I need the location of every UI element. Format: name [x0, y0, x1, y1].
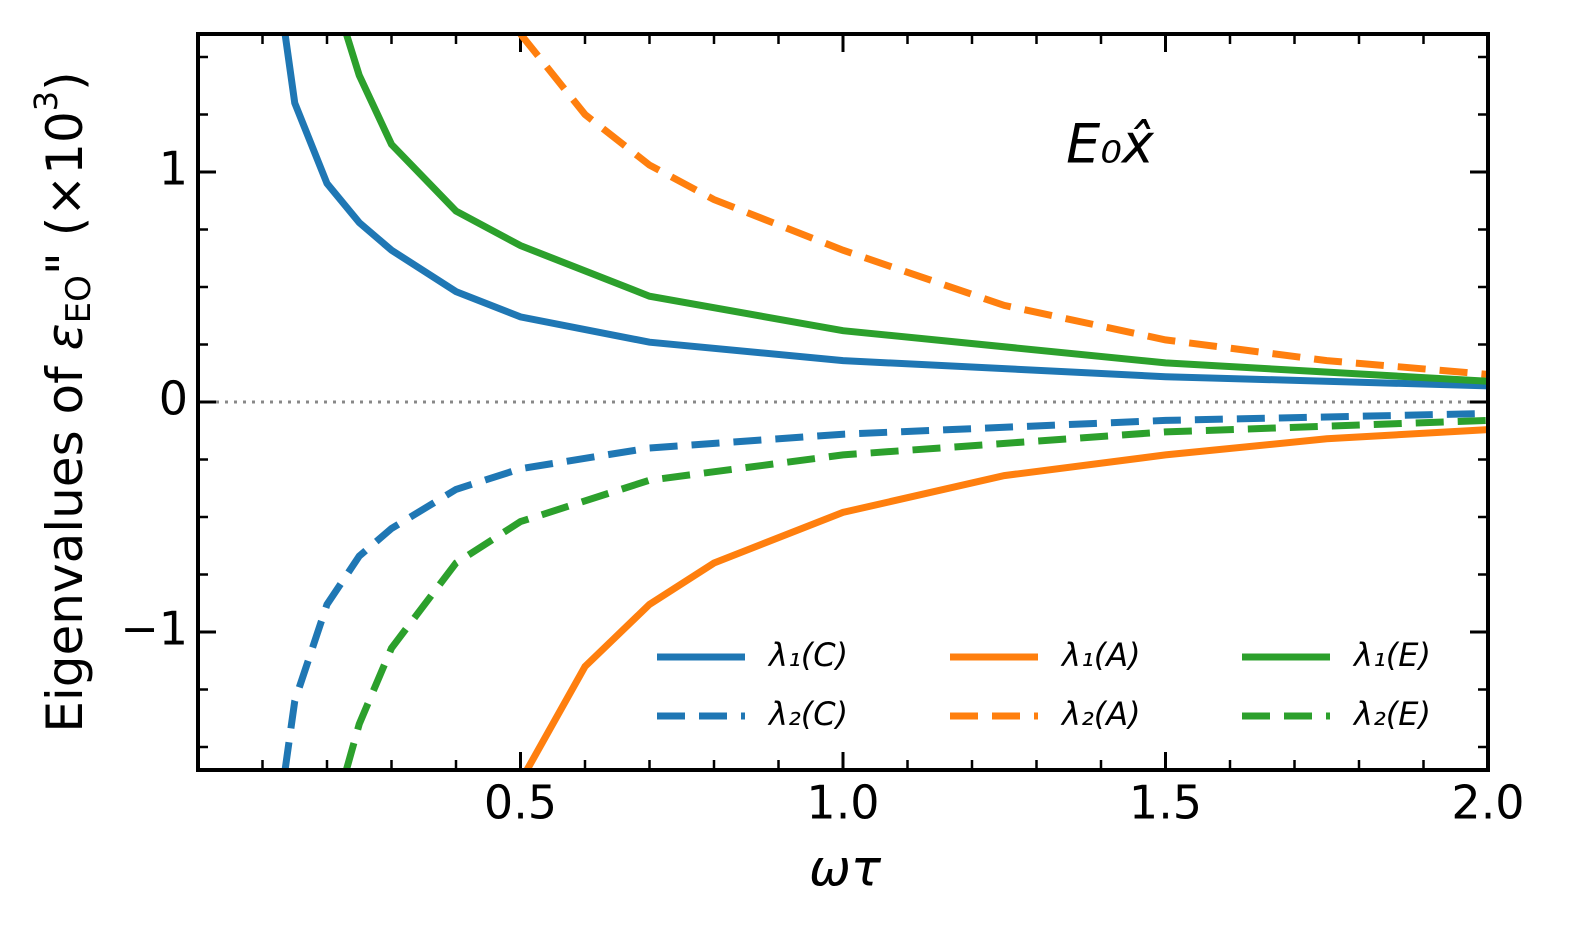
- x-tick-label: 1.5: [1129, 776, 1202, 830]
- legend-label: λ₁(C): [767, 636, 848, 674]
- y-tick-label: 1: [159, 142, 188, 196]
- x-axis-label: ωτ: [809, 840, 882, 898]
- y-tick-label: −1: [120, 602, 188, 656]
- plot-area: [281, 34, 1488, 770]
- legend-label: λ₁(A): [1060, 636, 1141, 674]
- y-label-part: ε: [36, 323, 94, 350]
- y-tick-label: 0: [159, 372, 188, 426]
- y-label-part: 3: [27, 91, 65, 111]
- legend-label: λ₂(C): [767, 695, 848, 733]
- series-line: [342, 416, 1488, 770]
- series-line: [523, 426, 1488, 770]
- x-tick-label: 0.5: [484, 776, 557, 830]
- legend-label: λ₁(E): [1352, 636, 1431, 674]
- legend-label: λ₂(E): [1352, 695, 1431, 733]
- x-tick-label: 2.0: [1451, 776, 1524, 830]
- series-line: [281, 34, 1488, 390]
- annotation: E₀x̂: [1066, 113, 1155, 176]
- y-label-part: Eigenvalues of: [36, 350, 94, 732]
- series-line: [281, 410, 1488, 770]
- x-tick-label: 1.0: [806, 776, 879, 830]
- y-label-part: " (×10: [36, 111, 94, 275]
- series-line: [343, 34, 1488, 385]
- y-axis-label: Eigenvalues of εEO" (×103): [27, 71, 99, 732]
- series-line: [517, 34, 1488, 378]
- plot-frame: [196, 32, 1490, 772]
- legend-label: λ₂(A): [1060, 695, 1141, 733]
- y-label-part: EO: [59, 275, 99, 323]
- y-label-part: ): [36, 71, 94, 91]
